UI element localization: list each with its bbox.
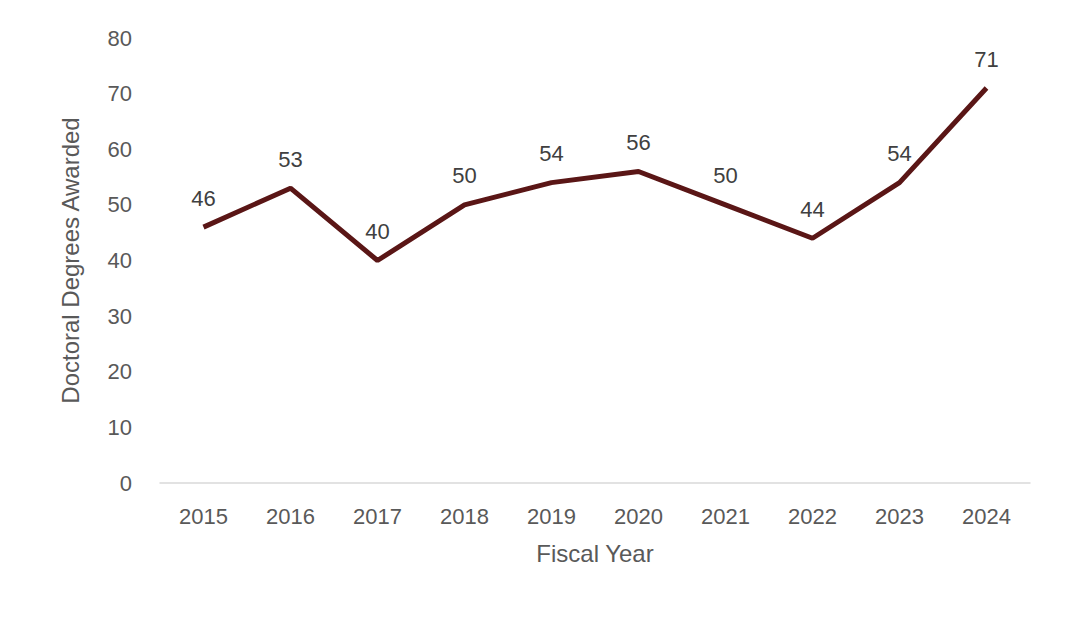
svg-text:40: 40 bbox=[365, 219, 389, 244]
svg-text:2023: 2023 bbox=[875, 504, 924, 529]
svg-text:2024: 2024 bbox=[962, 504, 1011, 529]
svg-text:53: 53 bbox=[278, 147, 302, 172]
svg-text:2016: 2016 bbox=[266, 504, 315, 529]
svg-text:2020: 2020 bbox=[614, 504, 663, 529]
svg-text:50: 50 bbox=[452, 163, 476, 188]
svg-text:50: 50 bbox=[108, 192, 132, 217]
svg-text:46: 46 bbox=[191, 186, 215, 211]
svg-text:44: 44 bbox=[800, 197, 824, 222]
svg-text:80: 80 bbox=[108, 26, 132, 51]
svg-text:2018: 2018 bbox=[440, 504, 489, 529]
svg-text:56: 56 bbox=[626, 130, 650, 155]
svg-text:40: 40 bbox=[108, 248, 132, 273]
svg-text:10: 10 bbox=[108, 415, 132, 440]
svg-text:2017: 2017 bbox=[353, 504, 402, 529]
svg-text:2021: 2021 bbox=[701, 504, 750, 529]
svg-text:2022: 2022 bbox=[788, 504, 837, 529]
svg-text:30: 30 bbox=[108, 304, 132, 329]
svg-text:54: 54 bbox=[539, 141, 563, 166]
svg-text:50: 50 bbox=[713, 163, 737, 188]
svg-text:0: 0 bbox=[120, 471, 132, 496]
svg-text:70: 70 bbox=[108, 81, 132, 106]
svg-text:2015: 2015 bbox=[179, 504, 228, 529]
svg-text:54: 54 bbox=[887, 141, 911, 166]
svg-text:71: 71 bbox=[974, 47, 998, 72]
svg-text:20: 20 bbox=[108, 359, 132, 384]
svg-text:2019: 2019 bbox=[527, 504, 576, 529]
svg-text:Fiscal Year: Fiscal Year bbox=[536, 540, 653, 567]
svg-text:Doctoral Degrees Awarded: Doctoral Degrees Awarded bbox=[57, 117, 84, 403]
svg-text:60: 60 bbox=[108, 137, 132, 162]
